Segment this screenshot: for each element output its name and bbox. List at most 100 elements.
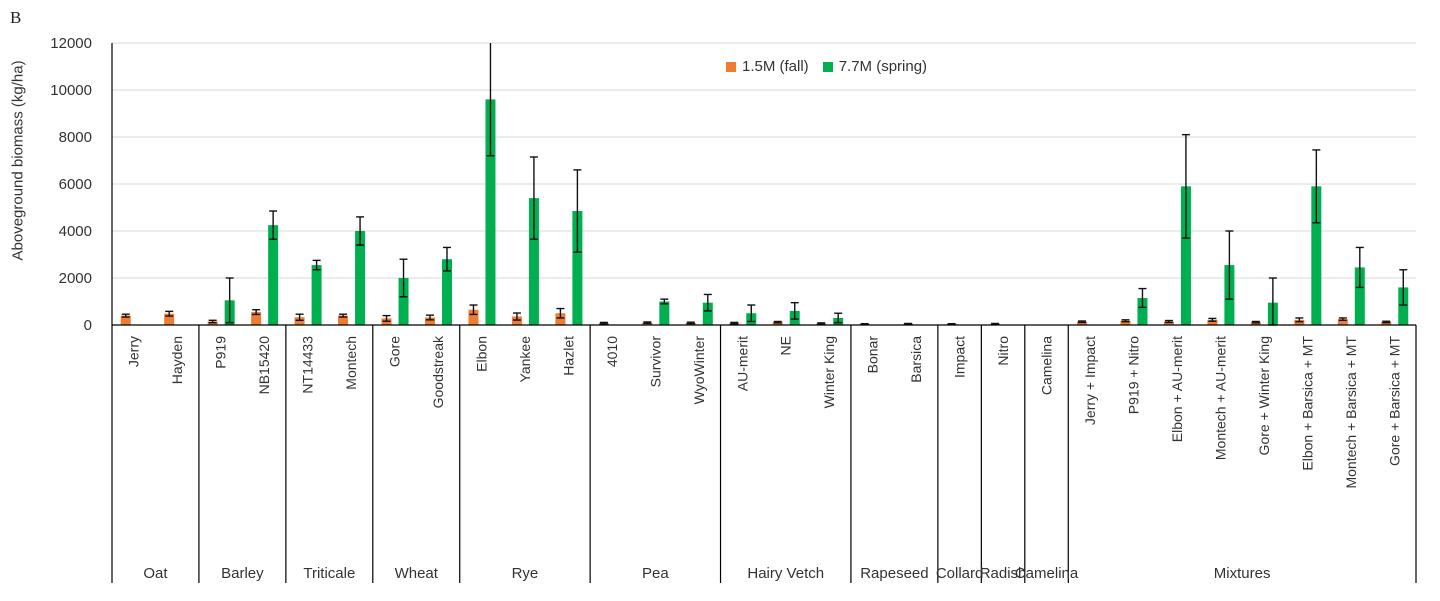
x-tick-label: AU-merit [734, 336, 750, 391]
x-tick-label: Gore + Barsica + MT [1386, 336, 1402, 466]
error-bar [1078, 320, 1086, 324]
bar [338, 315, 349, 325]
x-tick-label: Yankee [517, 336, 533, 383]
error-bar [556, 307, 565, 319]
bar [355, 231, 366, 325]
bars [120, 99, 1409, 326]
error-bar [1355, 246, 1364, 289]
group-label: Rye [512, 565, 539, 582]
legend-label-fall: 1.5M (fall) [742, 58, 809, 75]
error-bar [165, 310, 174, 317]
error-bar [469, 304, 478, 316]
error-bar [817, 322, 826, 325]
error-bar [1208, 317, 1217, 322]
error-bar [269, 210, 278, 240]
error-bar [512, 312, 521, 321]
bar [442, 259, 452, 325]
error-bar [730, 321, 739, 325]
legend-swatch-fall [726, 61, 736, 72]
group-label: Hairy Vetch [747, 565, 824, 582]
x-tick-label: Elbon + AU-merit [1169, 336, 1185, 442]
x-tick-label: WyoWinter [691, 336, 707, 405]
x-tick-label: Jerry [126, 336, 142, 367]
group-label: Barley [221, 565, 264, 582]
error-bar [339, 313, 348, 318]
legend-item-fall: 1.5M (fall) [726, 58, 809, 75]
x-tick-label: NB15420 [256, 336, 272, 395]
group-label: Collard [936, 565, 984, 582]
error-bar [1312, 149, 1321, 224]
legend-label-spring: 7.7M (spring) [838, 58, 928, 75]
bar [572, 211, 583, 325]
x-tick-label: NE [778, 336, 794, 355]
bar [1294, 319, 1305, 325]
bar [294, 317, 305, 325]
error-bar [573, 169, 582, 253]
bar [1163, 321, 1174, 325]
bar [311, 265, 322, 325]
error-bar [312, 259, 321, 271]
error-bar [1338, 317, 1347, 321]
x-tick-label: P919 [213, 336, 229, 369]
bar [1381, 321, 1392, 325]
x-tick-label: Elbon + Barsica + MT [1299, 336, 1315, 471]
error-bar [860, 323, 869, 326]
bar [251, 312, 262, 325]
group-label: Triticale [303, 565, 355, 582]
group-label: Camelina [1015, 565, 1079, 582]
x-tick-label: Jerry + Impact [1082, 336, 1098, 425]
error-bar [1295, 317, 1304, 323]
group-label: Oat [143, 565, 168, 582]
error-bar [252, 309, 261, 316]
bar [268, 225, 279, 325]
error-bar [356, 216, 365, 246]
axes [111, 43, 1417, 583]
y-tick-label: 12000 [50, 35, 92, 52]
y-axis-ticks: 0 2000 4000 6000 8000 10000 12000 [50, 35, 92, 334]
x-tick-label: Nitro [995, 336, 1011, 366]
legend: 1.5M (fall) 7.7M (spring) [726, 58, 941, 75]
error-bar [529, 156, 538, 240]
error-bar [1399, 269, 1408, 306]
bar [659, 301, 670, 325]
x-tick-label: Bonar [865, 336, 881, 374]
error-bar [773, 320, 782, 324]
x-tick-label: NT14433 [300, 336, 316, 394]
error-bar [1225, 230, 1234, 300]
bar [528, 198, 539, 325]
error-bar [295, 313, 304, 321]
group-label: Mixtures [1214, 565, 1271, 582]
bar [164, 313, 175, 325]
error-bar [399, 258, 408, 298]
x-tick-label: Goodstreak [430, 335, 446, 408]
bar [1398, 287, 1409, 325]
bar [1180, 186, 1191, 325]
x-tick-label: Impact [952, 336, 968, 378]
bar [120, 315, 131, 325]
y-tick-label: 10000 [50, 82, 92, 99]
bar [485, 99, 496, 326]
panel-label: B [10, 8, 22, 27]
bar [1311, 186, 1322, 325]
x-tick-label: P919 + Nitro [1125, 336, 1141, 414]
error-bar [790, 301, 799, 320]
x-tick-label: Survivor [647, 336, 663, 388]
error-bar [834, 312, 843, 324]
error-bar [225, 277, 234, 324]
x-tick-label: Montech [343, 336, 359, 390]
error-bar [443, 246, 451, 272]
bar [555, 313, 566, 325]
error-bar [599, 321, 608, 325]
x-tick-label: Gore [387, 336, 403, 367]
bar [702, 302, 713, 325]
bar [772, 322, 783, 325]
legend-swatch-spring [822, 61, 833, 72]
error-bar [1138, 287, 1147, 309]
y-axis-title: Aboveground biomass (kg/ha) [9, 60, 27, 261]
bar [1337, 319, 1348, 325]
y-tick-label: 6000 [59, 176, 92, 193]
group-label: Wheat [395, 565, 439, 582]
error-bar [703, 293, 712, 312]
gridlines [112, 42, 1416, 279]
